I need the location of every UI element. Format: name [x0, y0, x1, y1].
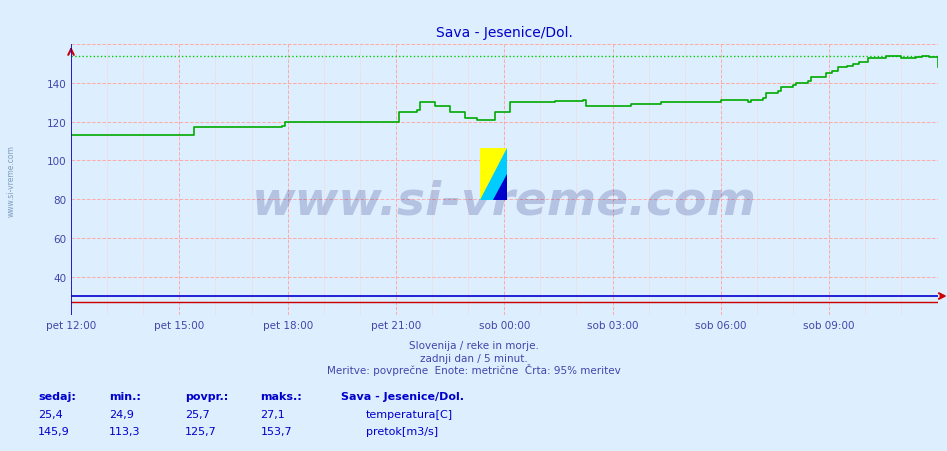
Polygon shape	[493, 175, 507, 201]
Text: 125,7: 125,7	[185, 426, 217, 436]
Text: 24,9: 24,9	[109, 409, 134, 419]
Text: 25,4: 25,4	[38, 409, 63, 419]
Text: maks.:: maks.:	[260, 391, 302, 401]
Text: www.si-vreme.com: www.si-vreme.com	[252, 179, 757, 225]
Text: min.:: min.:	[109, 391, 141, 401]
Text: Slovenija / reke in morje.: Slovenija / reke in morje.	[408, 340, 539, 350]
Text: 113,3: 113,3	[109, 426, 140, 436]
Text: 25,7: 25,7	[185, 409, 209, 419]
Text: povpr.:: povpr.:	[185, 391, 228, 401]
Text: 145,9: 145,9	[38, 426, 70, 436]
Title: Sava - Jesenice/Dol.: Sava - Jesenice/Dol.	[436, 26, 573, 40]
Text: www.si-vreme.com: www.si-vreme.com	[7, 144, 16, 216]
Text: 153,7: 153,7	[260, 426, 292, 436]
Text: temperatura[C]: temperatura[C]	[366, 409, 453, 419]
Text: sedaj:: sedaj:	[38, 391, 76, 401]
Text: 27,1: 27,1	[260, 409, 285, 419]
Text: Sava - Jesenice/Dol.: Sava - Jesenice/Dol.	[341, 391, 464, 401]
Polygon shape	[480, 149, 507, 201]
Polygon shape	[480, 149, 507, 201]
Text: Meritve: povprečne  Enote: metrične  Črta: 95% meritev: Meritve: povprečne Enote: metrične Črta:…	[327, 364, 620, 375]
Text: zadnji dan / 5 minut.: zadnji dan / 5 minut.	[420, 353, 527, 363]
Text: pretok[m3/s]: pretok[m3/s]	[366, 426, 438, 436]
